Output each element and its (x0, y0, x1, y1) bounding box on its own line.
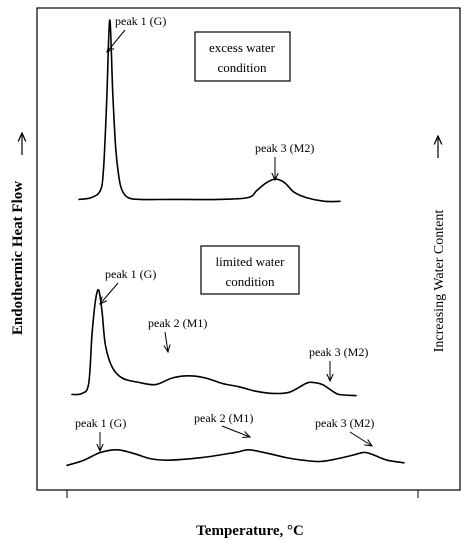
curve-low-water (66, 448, 405, 467)
peak-label-low-peak2: peak 2 (M1) (194, 411, 253, 425)
condition-label-limited-line2: condition (225, 274, 275, 289)
peak-arrow-limited-peak1 (100, 282, 119, 304)
peak-label-limited-peak1: peak 1 (G) (105, 267, 156, 281)
condition-label-excess-line2: condition (217, 60, 267, 75)
peak-label-limited-peak2: peak 2 (M1) (148, 316, 207, 330)
peak-label-limited-peak3: peak 3 (M2) (309, 345, 368, 359)
peak-arrow-limited-peak2 (165, 331, 168, 352)
peak-arrow-low-peak3 (349, 431, 372, 446)
curve-excess-water (78, 19, 341, 203)
peak-label-excess-peak3: peak 3 (M2) (255, 141, 314, 155)
y-axis-title-group: Endothermic Heat Flow (10, 181, 26, 335)
x-axis-title: Temperature, °C (196, 523, 304, 539)
condition-label-excess-line1: excess water (209, 40, 276, 55)
y-axis-title: Endothermic Heat Flow (10, 181, 26, 335)
right-axis-title: Increasing Water Content (432, 210, 447, 353)
peak-label-excess-peak1: peak 1 (G) (115, 14, 166, 28)
peak-arrow-excess-peak1 (107, 29, 126, 52)
plot-frame (36, 7, 461, 491)
curve-limited-water (71, 288, 357, 397)
condition-box-limited (200, 245, 300, 295)
peak-arrow-low-peak2 (221, 425, 250, 437)
peak-label-low-peak3: peak 3 (M2) (315, 416, 374, 430)
condition-label-limited-line1: limited water (216, 254, 286, 269)
right-title-group: Increasing Water Content (432, 210, 447, 353)
peak-label-low-peak1: peak 1 (G) (75, 416, 126, 430)
condition-box-excess (194, 31, 291, 82)
